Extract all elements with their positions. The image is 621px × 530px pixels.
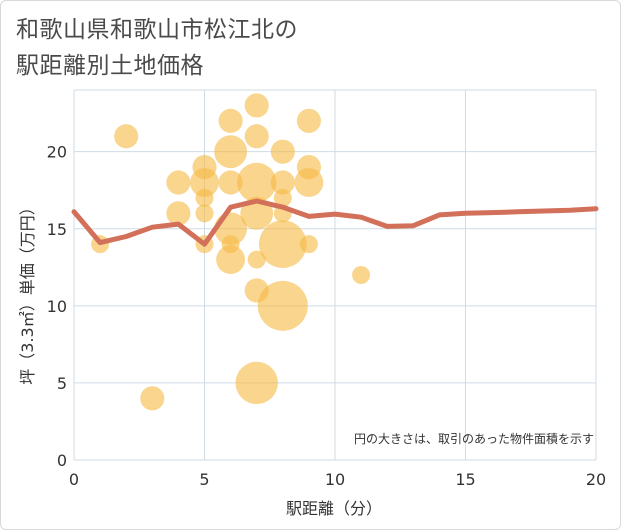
bubble-1 [114,124,139,149]
bubble-10 [218,108,243,133]
bubble-8 [195,204,214,223]
x-tick-label-0: 0 [69,470,79,489]
bubble-3 [166,170,191,195]
x-tick-label-20: 20 [586,470,606,489]
bubble-15 [216,245,246,275]
bubble-size-note: 円の大きさは、取引のあった物件面積を示す [354,431,594,446]
x-axis-label: 駅距離（分） [286,499,382,518]
bubble-24 [270,170,295,195]
title-line-1: 和歌山県和歌山市松江北の [16,17,298,43]
bubble-22 [235,361,278,405]
chart-title: 和歌山県和歌山市松江北の 駅距離別土地価格 [16,12,298,84]
tick-labels: 0 5 10 15 20 0 5 10 15 20 [47,143,607,489]
title-line-2: 駅距離別土地価格 [16,53,204,79]
bubble-11 [214,135,248,169]
y-tick-label-10: 10 [47,297,67,316]
bubble-7 [195,188,214,207]
bubble-16 [244,93,269,118]
bubble-17 [244,124,269,149]
bubble-12 [218,170,243,195]
bubble-32 [299,235,318,254]
y-tick-label-20: 20 [47,143,67,162]
y-tick-label-0: 0 [57,451,67,470]
x-tick-label-5: 5 [199,470,209,489]
grid-lines [73,89,597,461]
x-tick-label-10: 10 [325,470,345,489]
bubble-20 [247,250,266,269]
average-price-line [71,198,599,247]
bubble-25 [273,188,292,207]
y-tick-label-15: 15 [47,220,67,239]
y-axis-label: 坪（3.3㎡）単価（万円） [18,199,37,384]
bubble-2 [140,386,165,411]
bubble-29 [296,108,321,133]
bubble-series [91,93,371,411]
bubble-28 [257,280,308,331]
bubble-27 [259,220,307,268]
bubble-6 [190,168,219,197]
bubble-31 [294,168,324,197]
bubble-18 [236,162,277,203]
x-tick-label-15: 15 [455,470,475,489]
bubble-23 [270,139,295,164]
bubble-4 [166,201,191,226]
bubble-33 [352,266,371,284]
y-tick-label-5: 5 [57,374,67,393]
